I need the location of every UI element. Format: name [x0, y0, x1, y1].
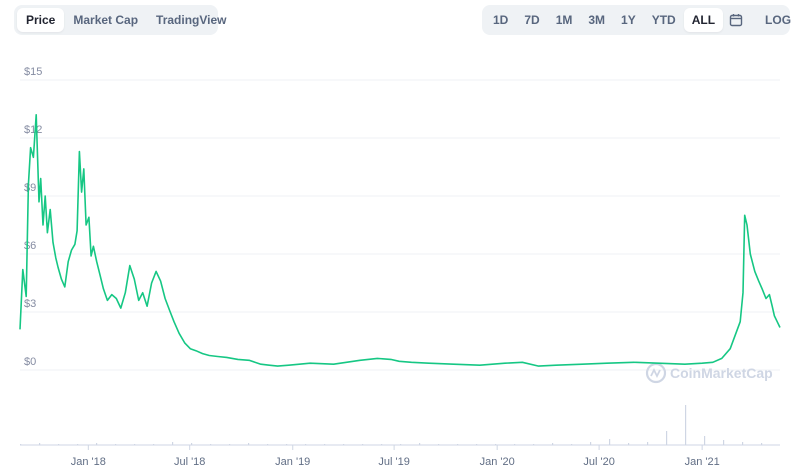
- volume-bar: [20, 444, 22, 445]
- watermark: CoinMarketCap: [645, 362, 773, 384]
- tab-price[interactable]: Price: [17, 8, 65, 32]
- volume-bar: [723, 440, 725, 445]
- range-1y[interactable]: 1Y: [621, 13, 636, 27]
- y-tick-label: $3: [24, 298, 36, 310]
- range-ytd[interactable]: YTD: [651, 13, 676, 27]
- coinmarketcap-logo-icon: [645, 362, 667, 384]
- y-tick-label: $0: [24, 356, 36, 368]
- x-tick-label: Jul '20: [583, 456, 614, 468]
- watermark-text: CoinMarketCap: [670, 365, 773, 381]
- volume-bar: [704, 436, 706, 445]
- x-tick-label: Jan '20: [480, 456, 515, 468]
- range-1m[interactable]: 1M: [555, 13, 573, 27]
- log-scale-button[interactable]: LOG: [765, 13, 792, 27]
- y-tick-label: $15: [24, 66, 42, 78]
- volume-bar: [362, 444, 364, 445]
- volume-bar: [172, 442, 174, 445]
- y-axis: $0 $3 $6 $9 $12 $15: [24, 66, 42, 368]
- x-tick-label: Jan '18: [71, 456, 106, 468]
- volume-bar: [666, 431, 668, 445]
- gridlines: [20, 79, 780, 371]
- y-tick-label: $12: [24, 124, 42, 136]
- volume-bar: [381, 444, 383, 445]
- volume-bar: [647, 442, 649, 445]
- volume-bar: [476, 444, 478, 445]
- volume-bar: [761, 443, 763, 445]
- volume-bar: [438, 444, 440, 445]
- volume-bar: [514, 444, 516, 445]
- volume-bar: [210, 444, 212, 445]
- volume-bar: [457, 444, 459, 445]
- price-series-line: [19, 114, 781, 367]
- volume-bar: [305, 444, 307, 445]
- calendar-icon: [729, 14, 743, 27]
- volume-bar: [191, 443, 193, 445]
- volume-bar: [742, 442, 744, 445]
- volume-bar: [419, 443, 421, 445]
- volume-bar: [533, 444, 535, 445]
- range-1d[interactable]: 1D: [493, 13, 509, 27]
- range-tabs: 1D 7D 1M 3M 1Y YTD ALL LOG: [482, 5, 791, 35]
- volume-bar: [400, 444, 402, 445]
- coinmarketcap-logo-mark: [650, 367, 661, 379]
- volume-bar: [248, 443, 250, 445]
- tab-tradingview[interactable]: TradingView: [156, 13, 227, 27]
- volume-bar: [39, 443, 41, 445]
- range-3m[interactable]: 3M: [588, 13, 606, 27]
- volume-bar: [685, 405, 687, 445]
- volume-bar: [343, 444, 345, 445]
- chart-type-tabs: Price Market Cap TradingView: [14, 5, 227, 35]
- volume-bar: [590, 442, 592, 445]
- volume-bar: [495, 444, 497, 445]
- volume-bar: [58, 444, 60, 445]
- range-all[interactable]: ALL: [683, 8, 724, 32]
- x-tick-label: Jul '19: [378, 456, 409, 468]
- volume-bar: [552, 443, 554, 445]
- range-7d[interactable]: 7D: [524, 13, 540, 27]
- volume-bar: [267, 444, 269, 445]
- volume-bar: [115, 444, 117, 445]
- volume-bar: [229, 444, 231, 445]
- x-tick-label: Jul '18: [174, 456, 205, 468]
- y-tick-label: $9: [24, 182, 36, 194]
- volume-bar: [153, 444, 155, 445]
- calendar-button[interactable]: [723, 8, 749, 32]
- x-tick-label: Jan '21: [685, 456, 720, 468]
- tab-market-cap[interactable]: Market Cap: [73, 13, 139, 27]
- volume-bar: [96, 443, 98, 445]
- volume-bar: [286, 444, 288, 445]
- volume-bar: [134, 444, 136, 445]
- volume-bar: [609, 439, 611, 445]
- x-axis: Jan '18 Jul '18 Jan '19 Jul '19 Jan '20 Jul '…: [20, 444, 780, 468]
- x-tick-label: Jan '19: [275, 456, 310, 468]
- volume-bar: [628, 443, 630, 445]
- volume-bar: [77, 444, 79, 445]
- y-tick-label: $6: [24, 240, 36, 252]
- volume-bar: [571, 444, 573, 445]
- volume-bar: [324, 444, 326, 445]
- volume-bars: [20, 405, 763, 445]
